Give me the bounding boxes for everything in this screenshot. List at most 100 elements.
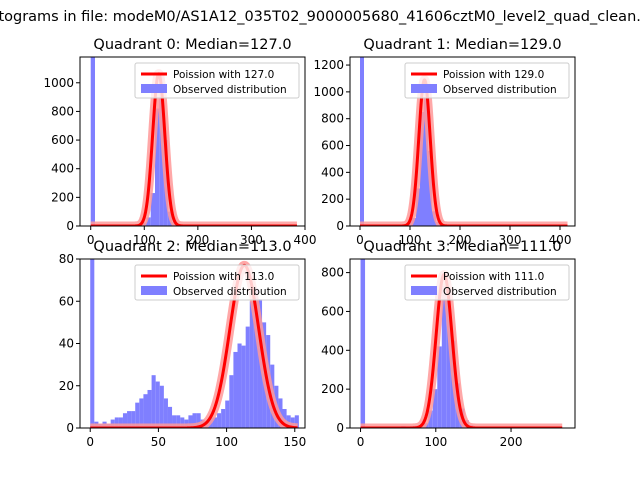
y-tick-label: 400: [321, 343, 344, 357]
histogram-bar: [416, 188, 420, 226]
quadrant-title: Quadrant 3: Median=111.0: [363, 239, 561, 255]
legend-line-label: Poission with 113.0: [173, 271, 274, 283]
y-tick-label: 400: [51, 162, 74, 176]
histogram-bar: [147, 389, 152, 428]
y-tick-label: 40: [59, 337, 74, 351]
legend-line-label: Poission with 127.0: [173, 69, 274, 81]
axes-frame: [349, 258, 576, 429]
x-tick-label: 400: [294, 233, 317, 247]
x-tick-label: 0: [86, 435, 94, 449]
histogram-bar: [188, 415, 193, 428]
quadrant-title: Quadrant 2: Median=113.0: [93, 239, 291, 255]
quadrant-title: Quadrant 0: Median=127.0: [93, 37, 291, 53]
x-tick-label: 100: [424, 435, 447, 449]
y-tick-label: 800: [321, 112, 344, 126]
histogram-bar: [127, 411, 132, 428]
histogram-bar: [155, 108, 160, 226]
y-tick-label: 0: [66, 421, 74, 435]
y-tick-label: 0: [336, 219, 344, 233]
y-tick-label: 1000: [313, 85, 344, 99]
y-tick-label: 60: [59, 294, 74, 308]
poisson-halo: [355, 75, 572, 226]
x-tick-label: 200: [186, 233, 209, 247]
legend-hist-swatch: [141, 286, 167, 295]
legend-box: [404, 264, 570, 301]
legend-box: [134, 264, 300, 301]
x-tick-label: 300: [499, 233, 522, 247]
x-tick-label: 200: [500, 435, 523, 449]
legend-line-label: Poission with 111.0: [443, 271, 544, 283]
y-tick-label: 400: [321, 165, 344, 179]
histogram-bar: [90, 57, 95, 226]
legend-hist-swatch: [411, 84, 437, 93]
histogram-bar: [294, 415, 299, 428]
y-tick-label: 800: [51, 104, 74, 118]
histogram-bar: [172, 415, 177, 428]
histogram-bar: [286, 415, 291, 428]
x-tick-label: 200: [449, 233, 472, 247]
poisson-line: [358, 78, 569, 226]
legend-hist-swatch: [141, 84, 167, 93]
histogram-bar: [118, 417, 123, 428]
histogram-bar: [221, 408, 226, 428]
quadrant-3-panel: 0 100 200 0 200 400 600 800 Poission with 111.0 O…: [321, 239, 576, 449]
legend-hist-label: Observed distribution: [443, 286, 557, 298]
histogram-bar: [424, 81, 428, 226]
histogram-bar: [163, 398, 168, 428]
legend-hist-label: Observed distribution: [173, 286, 287, 298]
histogram-bar: [241, 345, 246, 428]
histogram-bar: [420, 111, 424, 226]
histogram-bar: [441, 286, 447, 428]
x-tick-label: 100: [215, 435, 238, 449]
histogram-bar: [143, 394, 148, 428]
legend-hist-label: Observed distribution: [443, 84, 557, 96]
x-tick-label: 300: [240, 233, 263, 247]
histogram-bar: [245, 326, 250, 428]
histogram-bar: [139, 398, 144, 428]
x-tick-label: 0: [356, 233, 364, 247]
histogram-bar: [159, 385, 164, 428]
histogram-bar: [217, 413, 222, 428]
histogram-bar: [151, 375, 156, 428]
y-tick-label: 80: [59, 252, 74, 266]
histogram-bar: [167, 406, 173, 428]
legend-hist-swatch: [411, 286, 437, 295]
histogram-bar: [360, 259, 366, 428]
histogram-bar: [192, 413, 197, 428]
quadrant-title: Quadrant 1: Median=129.0: [363, 37, 561, 53]
x-tick-label: 400: [549, 233, 572, 247]
y-tick-label: 0: [336, 421, 344, 435]
histogram-bar: [180, 417, 185, 428]
quadrant-2-panel: 0 50 100 150 0 20 40 60 80 Poission with 113.0 Obs…: [59, 239, 307, 449]
y-tick-label: 20: [59, 379, 74, 393]
y-tick-label: 200: [321, 382, 344, 396]
y-tick-label: 800: [321, 266, 344, 280]
legend-box: [134, 62, 300, 99]
y-tick-label: 600: [321, 139, 344, 153]
histogram-bar: [249, 301, 254, 428]
histogram-bar: [446, 292, 451, 428]
legend-hist-label: Observed distribution: [173, 84, 287, 96]
y-tick-label: 0: [66, 219, 74, 233]
legend-box: [404, 62, 570, 99]
x-tick-label: 150: [283, 435, 306, 449]
y-tick-label: 600: [51, 133, 74, 147]
histogram-bar: [432, 389, 438, 428]
poisson-line: [359, 273, 564, 428]
y-tick-label: 1200: [313, 58, 344, 72]
plot-area: [86, 57, 302, 226]
histogram-bar: [360, 57, 364, 226]
x-tick-label: 0: [87, 233, 95, 247]
y-tick-label: 200: [321, 192, 344, 206]
plot-area: [356, 259, 567, 428]
histogram-bar: [176, 415, 181, 428]
histogram-bar: [146, 217, 151, 226]
histogram-bar: [437, 346, 442, 428]
histogram-bar: [155, 381, 160, 428]
quadrant-0-panel: 0 100 200 300 400 0 200 400 600 800 1000 Poission w…: [43, 37, 316, 247]
histogram-bar: [135, 402, 140, 428]
histogram-bar: [212, 417, 218, 428]
x-tick-label: 50: [151, 435, 166, 449]
histogram-bar: [282, 408, 287, 428]
